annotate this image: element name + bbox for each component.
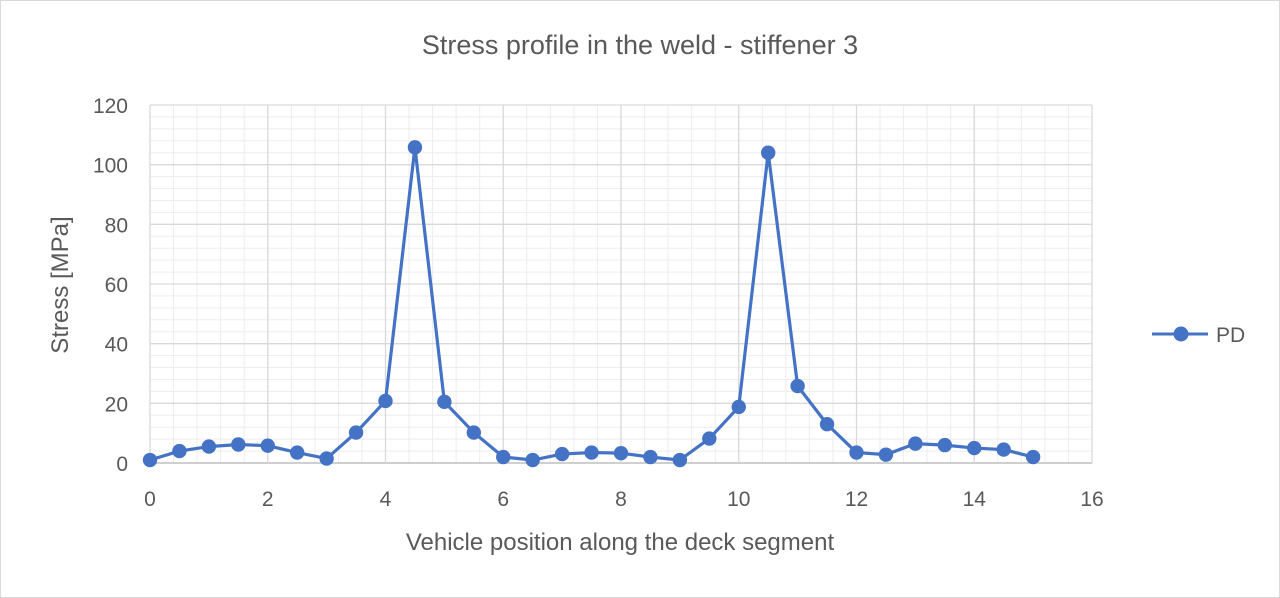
data-point	[643, 449, 658, 465]
y-tick-label: 0	[116, 453, 128, 476]
y-tick-label: 60	[105, 274, 128, 297]
data-point	[172, 443, 187, 459]
data-point	[849, 445, 864, 460]
y-tick-label: 120	[93, 95, 128, 118]
x-tick-label: 10	[727, 488, 750, 511]
data-point	[201, 439, 217, 454]
data-point	[790, 378, 805, 394]
data-point	[760, 145, 776, 160]
y-tick-label: 40	[105, 334, 128, 357]
x-tick-label: 2	[262, 488, 274, 511]
data-point	[908, 436, 923, 451]
legend: PD	[1152, 324, 1245, 347]
data-point	[289, 445, 305, 460]
data-point	[319, 451, 334, 466]
x-tick-label: 0	[144, 488, 156, 511]
x-tick-label: 12	[845, 488, 868, 511]
data-point	[702, 431, 717, 446]
x-tick-label: 8	[615, 488, 627, 511]
data-point	[525, 452, 540, 468]
series-line-pd	[148, 145, 1035, 462]
y-tick-label: 20	[105, 393, 128, 416]
plot-series	[142, 140, 1041, 468]
data-point	[996, 442, 1011, 457]
legend-marker-pd	[1173, 326, 1189, 342]
data-point	[554, 446, 570, 462]
legend-label-pd: PD	[1216, 324, 1245, 347]
y-tick-labels: 0 20 40 60 80 100 120	[93, 95, 128, 476]
y-axis-title: Stress [MPa]	[47, 216, 74, 353]
data-point	[378, 393, 393, 409]
x-tick-label: 16	[1080, 488, 1103, 511]
data-point	[584, 445, 599, 460]
data-point	[348, 425, 364, 440]
data-point	[437, 394, 452, 410]
data-point	[231, 437, 246, 452]
data-point	[819, 417, 835, 432]
x-tick-label: 4	[380, 488, 392, 511]
data-point	[1025, 449, 1041, 465]
data-point	[731, 399, 746, 415]
x-axis-title: Vehicle position along the deck segment	[406, 529, 835, 556]
x-tick-label: 14	[963, 488, 987, 511]
data-point	[496, 449, 511, 465]
data-point	[878, 447, 894, 462]
chart-title: Stress profile in the weld - stiffener 3	[422, 30, 858, 60]
y-tick-label: 80	[105, 214, 128, 237]
data-point	[937, 437, 953, 453]
data-point	[613, 445, 629, 461]
data-point	[672, 452, 688, 468]
data-point	[967, 440, 982, 456]
x-tick-labels: 0 2 4 6 8 10 12 14 16	[144, 488, 1104, 511]
data-point	[407, 140, 423, 155]
x-tick-label: 6	[497, 488, 509, 511]
data-point	[260, 438, 275, 453]
y-tick-label: 100	[93, 155, 128, 178]
data-point	[142, 452, 158, 468]
data-point	[466, 425, 482, 440]
